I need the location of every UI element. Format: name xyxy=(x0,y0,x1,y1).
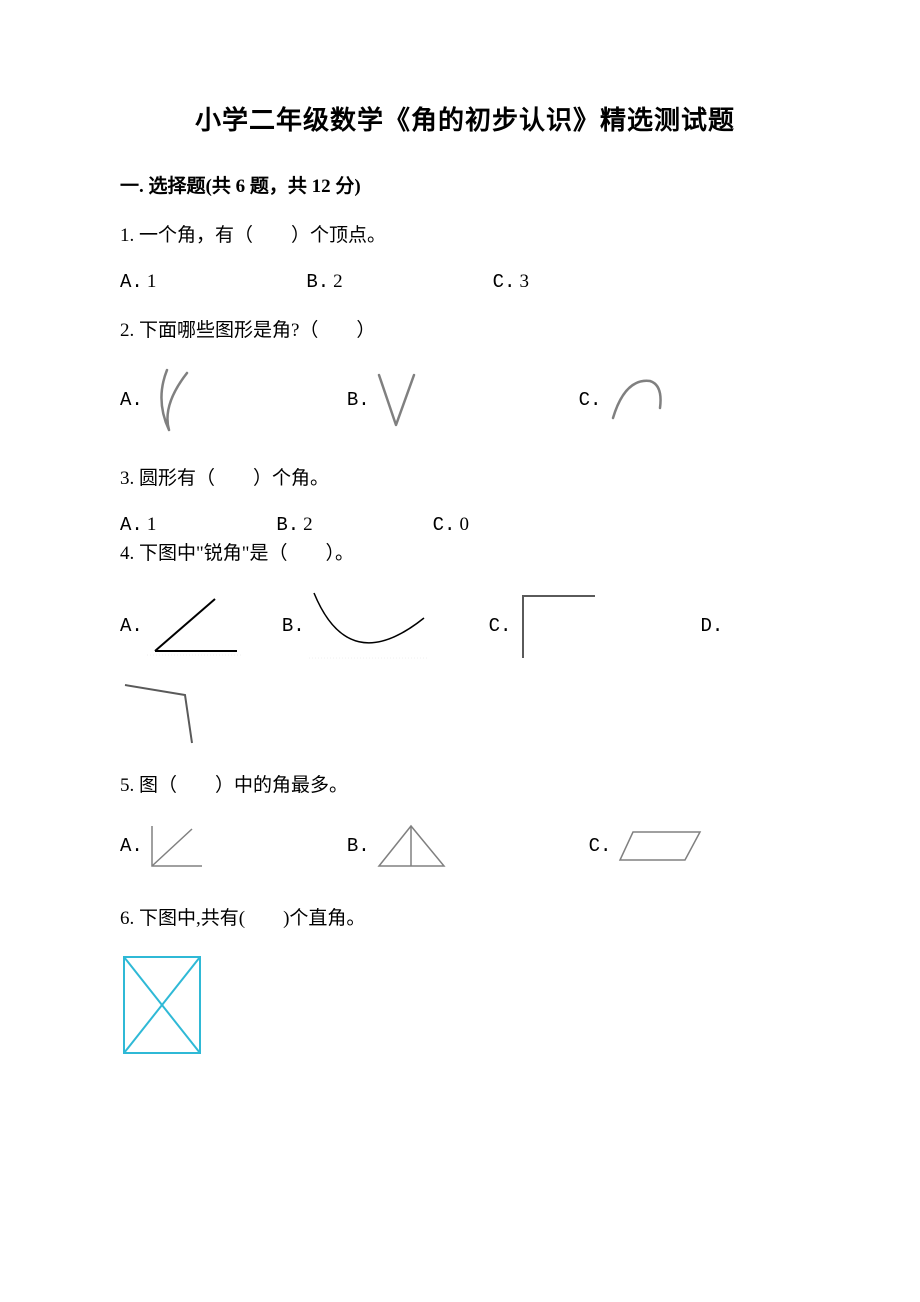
opt-value: 2 xyxy=(303,514,313,536)
opt-label: B. xyxy=(282,615,305,637)
q2-options: A. B. C. xyxy=(120,365,810,435)
right-angle-icon xyxy=(515,588,600,663)
crescent-curve-icon xyxy=(147,365,207,435)
opt-label: A. xyxy=(120,389,143,411)
rect-with-x-icon xyxy=(120,953,204,1057)
opt-label: B. xyxy=(347,835,370,857)
page-title: 小学二年级数学《角的初步认识》精选测试题 xyxy=(120,100,810,137)
opt-label: D. xyxy=(700,615,723,637)
opt-value: 2 xyxy=(333,271,343,293)
obtuse-angle-icon xyxy=(120,673,210,748)
arch-curve-icon xyxy=(605,373,670,428)
acute-angle-icon xyxy=(147,593,242,658)
opt-label: A. xyxy=(120,271,143,293)
q4-opt-d: D. xyxy=(700,615,727,637)
opt-label: B. xyxy=(276,514,299,536)
q3-opt-a: A. 1 xyxy=(120,514,156,536)
q5-opt-c: C. xyxy=(589,827,706,865)
q2-opt-a: A. xyxy=(120,365,207,435)
worksheet-page: 小学二年级数学《角的初步认识》精选测试题 一. 选择题(共 6 题，共 12 分… xyxy=(0,0,920,1302)
q4-opt-a: A. xyxy=(120,593,242,658)
q2-opt-b: B. xyxy=(347,370,419,430)
q3-options: A. 1 B. 2 C. 0 xyxy=(120,514,810,536)
opt-label: C. xyxy=(579,389,602,411)
opt-label: C. xyxy=(493,271,516,293)
parallelogram-icon xyxy=(615,827,705,865)
q6-figure xyxy=(120,953,810,1057)
opt-label: C. xyxy=(589,835,612,857)
v-angle-icon xyxy=(374,370,419,430)
q1-opt-a: A. 1 xyxy=(120,271,156,293)
opt-value: 1 xyxy=(147,514,157,536)
opt-label: C. xyxy=(433,514,456,536)
opt-label: A. xyxy=(120,835,143,857)
q5-options: A. B. C. xyxy=(120,821,810,871)
q4-opt-c: C. xyxy=(489,588,601,663)
angle-in-l-icon xyxy=(147,821,207,871)
q4-text: 4. 下图中"锐角"是（ ）。 xyxy=(120,540,810,569)
q2-text: 2. 下面哪些图形是角?（ ） xyxy=(120,317,810,346)
q4-options-row1: A. B. C. D. xyxy=(120,588,810,663)
section-header: 一. 选择题(共 6 题，共 12 分) xyxy=(120,171,810,198)
opt-value: 1 xyxy=(147,271,157,293)
q6-text: 6. 下图中,共有( )个直角。 xyxy=(120,905,810,934)
q3-opt-b: B. 2 xyxy=(276,514,312,536)
opt-value: 3 xyxy=(519,271,529,293)
q5-opt-b: B. xyxy=(347,821,449,871)
q1-opt-c: C. 3 xyxy=(493,271,529,293)
q3-opt-c: C. 0 xyxy=(433,514,469,536)
q4-opt-b: B. xyxy=(282,588,429,663)
q2-opt-c: C. xyxy=(579,373,671,428)
opt-label: C. xyxy=(489,615,512,637)
q5-text: 5. 图（ ）中的角最多。 xyxy=(120,772,810,801)
opt-label: B. xyxy=(306,271,329,293)
triangle-split-icon xyxy=(374,821,449,871)
q3-text: 3. 圆形有（ ）个角。 xyxy=(120,465,810,494)
q1-opt-b: B. 2 xyxy=(306,271,342,293)
opt-label: A. xyxy=(120,615,143,637)
opt-value: 0 xyxy=(459,514,469,536)
opt-label: B. xyxy=(347,389,370,411)
q5-opt-a: A. xyxy=(120,821,207,871)
q4-figure-d xyxy=(120,673,810,748)
q1-text: 1. 一个角，有（ ）个顶点。 xyxy=(120,222,810,251)
curve-bowl-icon xyxy=(309,588,429,663)
q1-options: A. 1 B. 2 C. 3 xyxy=(120,271,810,293)
opt-label: A. xyxy=(120,514,143,536)
